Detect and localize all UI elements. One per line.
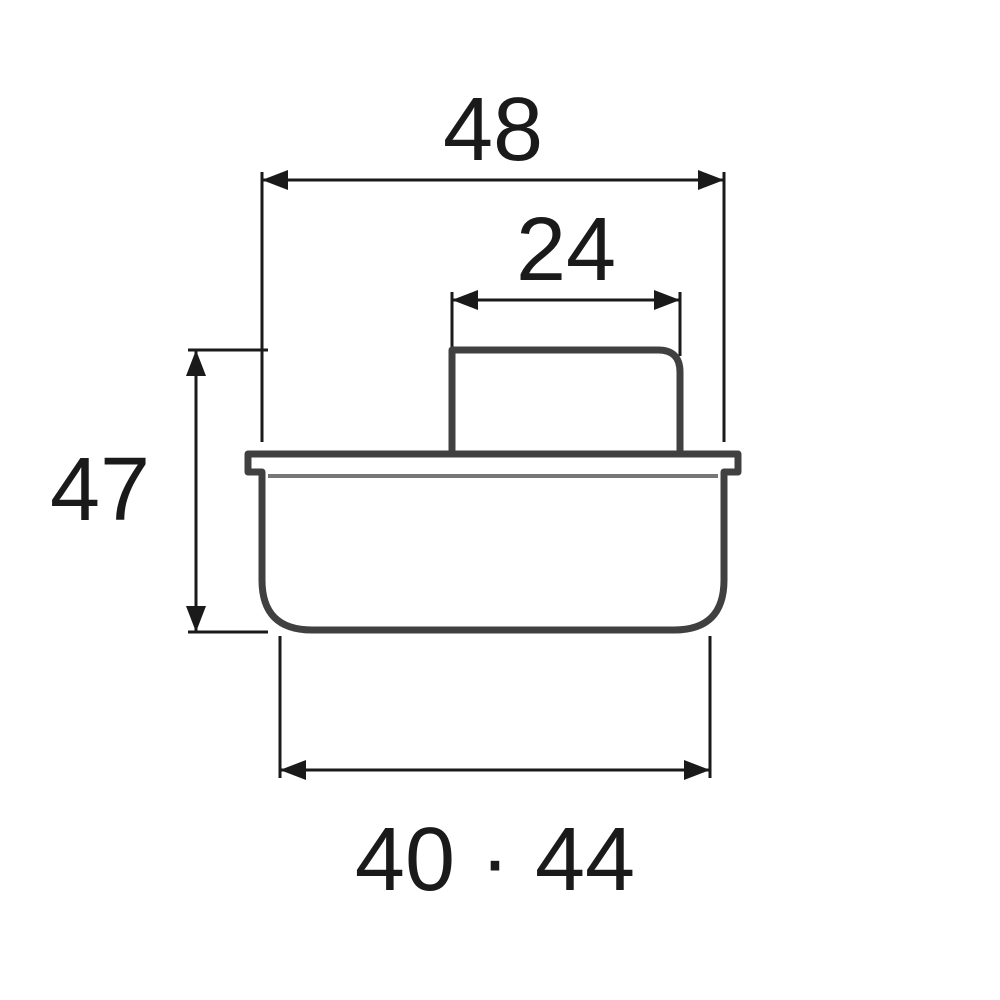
part-outline bbox=[248, 350, 738, 630]
dimension-value: 40 · 44 bbox=[355, 810, 635, 910]
dimension-value: 24 bbox=[516, 200, 616, 300]
dimension-value: 48 bbox=[443, 80, 543, 180]
dimension-value: 47 bbox=[50, 440, 150, 540]
engineering-drawing: 48 24 47 40 · 44 bbox=[0, 0, 1000, 1000]
